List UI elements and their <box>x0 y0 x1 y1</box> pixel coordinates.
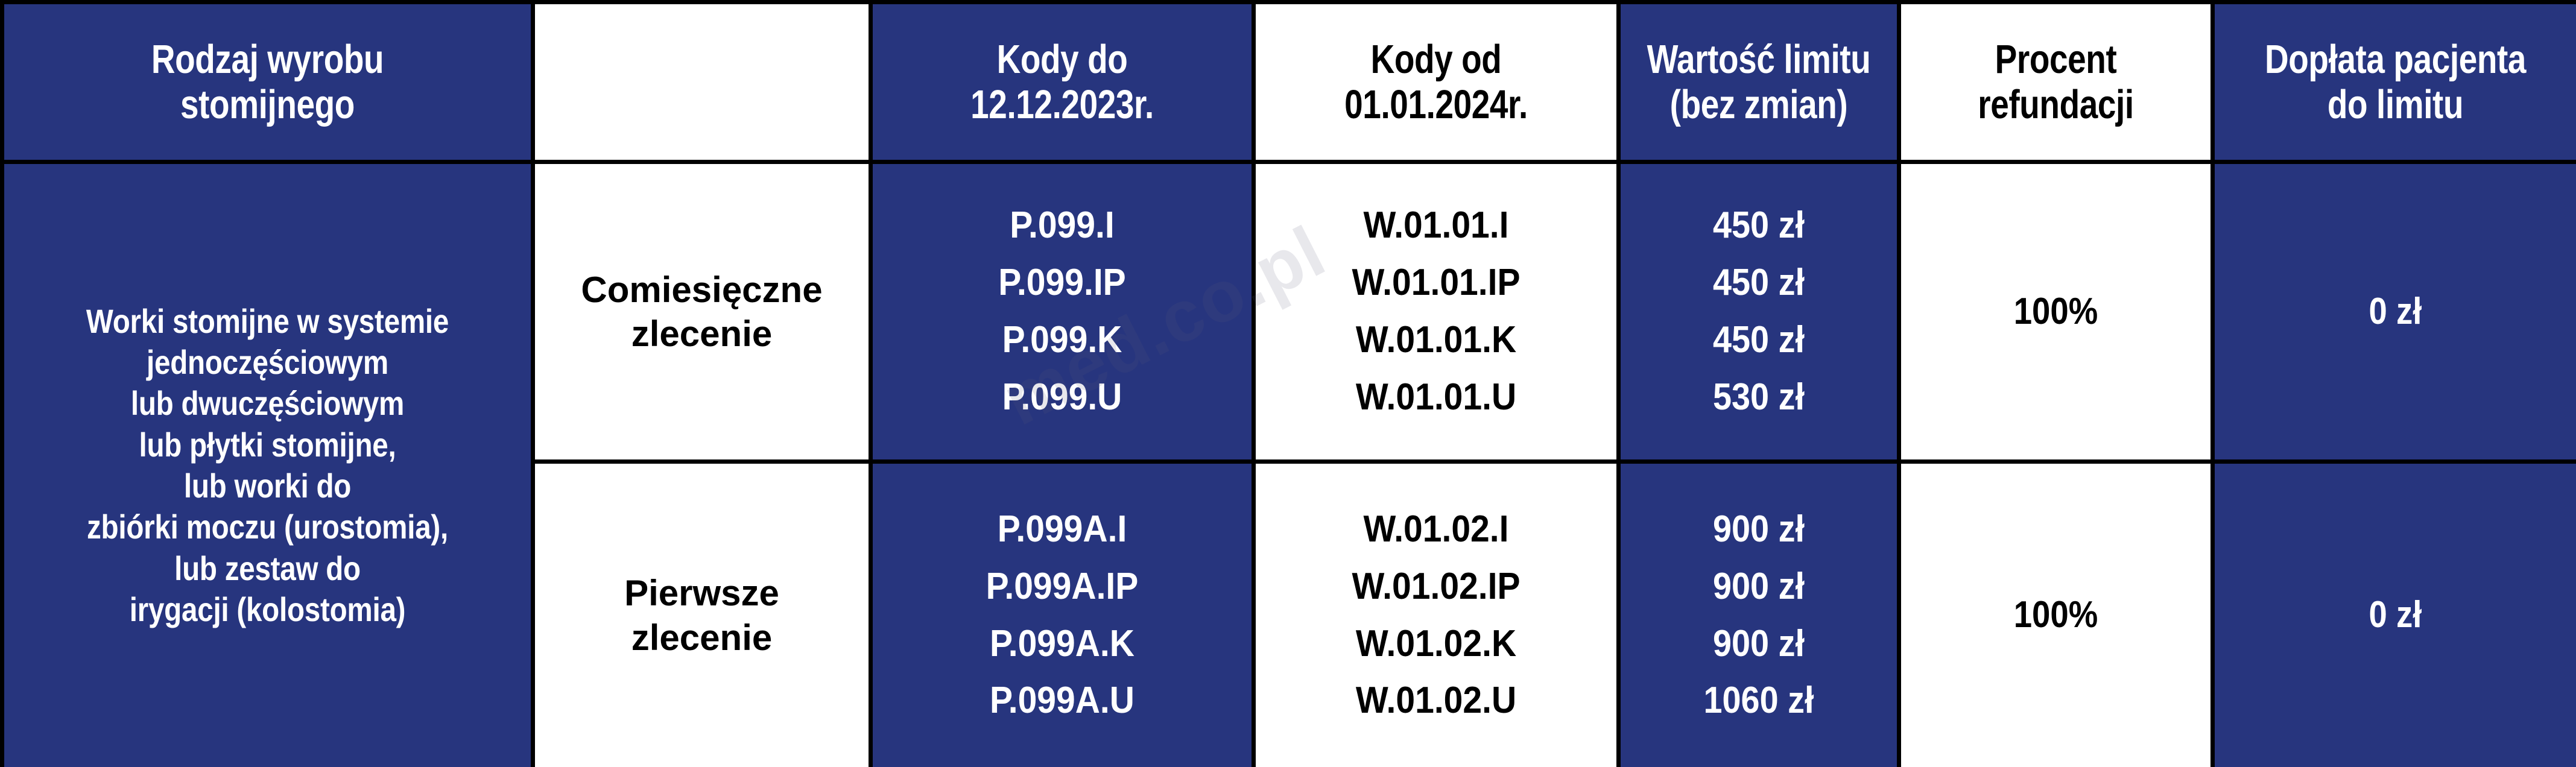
cell-codes-new-row2: W.01.02.I W.01.02.IP W.01.02.K W.01.02.U <box>1252 459 1621 767</box>
codes-new-list-row1: W.01.01.I W.01.01.IP W.01.01.K W.01.01.U <box>1352 204 1521 418</box>
table-row: Worki stomijne w systemie jednoczęściowy… <box>0 160 2576 767</box>
limit-values-list-row2: 900 zł 900 zł 900 zł 1060 zł <box>1703 508 1814 722</box>
header-label-codes-old: Kody do 12.12.2023r. <box>970 36 1154 127</box>
header-cell-patient-copay: Dopłata pacjenta do limitu <box>2210 0 2576 164</box>
patient-copay-value-row2: 0 zł <box>2369 594 2422 636</box>
cell-codes-old-row1: P.099.I P.099.IP P.099.K P.099.U <box>869 160 1256 464</box>
codes-old-list-row2: P.099A.I P.099A.IP P.099A.K P.099A.U <box>986 508 1139 722</box>
header-cell-codes-new: Kody od 01.01.2024r. <box>1252 0 1621 164</box>
codes-new-list-row2: W.01.02.I W.01.02.IP W.01.02.K W.01.02.U <box>1352 508 1521 722</box>
cell-product-description: Worki stomijne w systemie jednoczęściowy… <box>0 160 535 767</box>
cell-refund-percent-row1: 100% <box>1897 160 2215 464</box>
product-description-text: Worki stomijne w systemie jednoczęściowy… <box>86 301 449 628</box>
header-cell-refund-percent: Procent refundacji <box>1897 0 2215 164</box>
table-row: Pierwsze zlecenie P.099A.I P.099A.IP P.0… <box>2 459 2576 767</box>
cell-patient-copay-row1: 0 zł <box>2210 160 2576 464</box>
header-cell-limit-value: Wartość limitu (bez zmian) <box>1616 0 1901 164</box>
header-label-product-type: Rodzaj wyrobu stomijnego <box>151 36 384 127</box>
header-cell-codes-old: Kody do 12.12.2023r. <box>869 0 1256 164</box>
order-type-text-row2: Pierwsze zlecenie <box>624 573 779 658</box>
cell-limit-values-row1: 450 zł 450 zł 450 zł 530 zł <box>1616 160 1901 464</box>
cell-refund-percent-row2: 100% <box>1897 459 2215 767</box>
cell-patient-copay-row2: 0 zł <box>2210 459 2576 767</box>
order-type-text-row1: Comiesięczne zlecenie <box>581 269 823 354</box>
limit-values-list-row1: 450 zł 450 zł 450 zł 530 zł <box>1712 204 1805 418</box>
header-label-patient-copay: Dopłata pacjenta do limitu <box>2264 36 2527 127</box>
cell-order-type-monthly: Comiesięczne zlecenie <box>531 160 873 464</box>
codes-old-list-row1: P.099.I P.099.IP P.099.K P.099.U <box>998 204 1126 418</box>
refund-percent-value-row2: 100% <box>2013 594 2098 636</box>
cell-limit-values-row2: 900 zł 900 zł 900 zł 1060 zł <box>1616 459 1901 767</box>
cell-codes-old-row2: P.099A.I P.099A.IP P.099A.K P.099A.U <box>869 459 1256 767</box>
header-label-codes-new: Kody od 01.01.2024r. <box>1344 36 1528 127</box>
header-cell-product-type: Rodzaj wyrobu stomijnego <box>0 0 535 164</box>
patient-copay-value-row1: 0 zł <box>2369 290 2422 332</box>
refund-percent-value-row1: 100% <box>2013 290 2098 332</box>
cell-codes-new-row1: W.01.01.I W.01.01.IP W.01.01.K W.01.01.U <box>1252 160 1621 464</box>
header-label-limit-value: Wartość limitu (bez zmian) <box>1647 36 1871 127</box>
cell-order-type-first: Pierwsze zlecenie <box>531 459 873 767</box>
table-header-row: Rodzaj wyrobu stomijnego Kody do 12.12.2… <box>0 0 2576 164</box>
header-cell-order-type <box>531 0 873 164</box>
header-label-refund-percent: Procent refundacji <box>1978 36 2134 127</box>
